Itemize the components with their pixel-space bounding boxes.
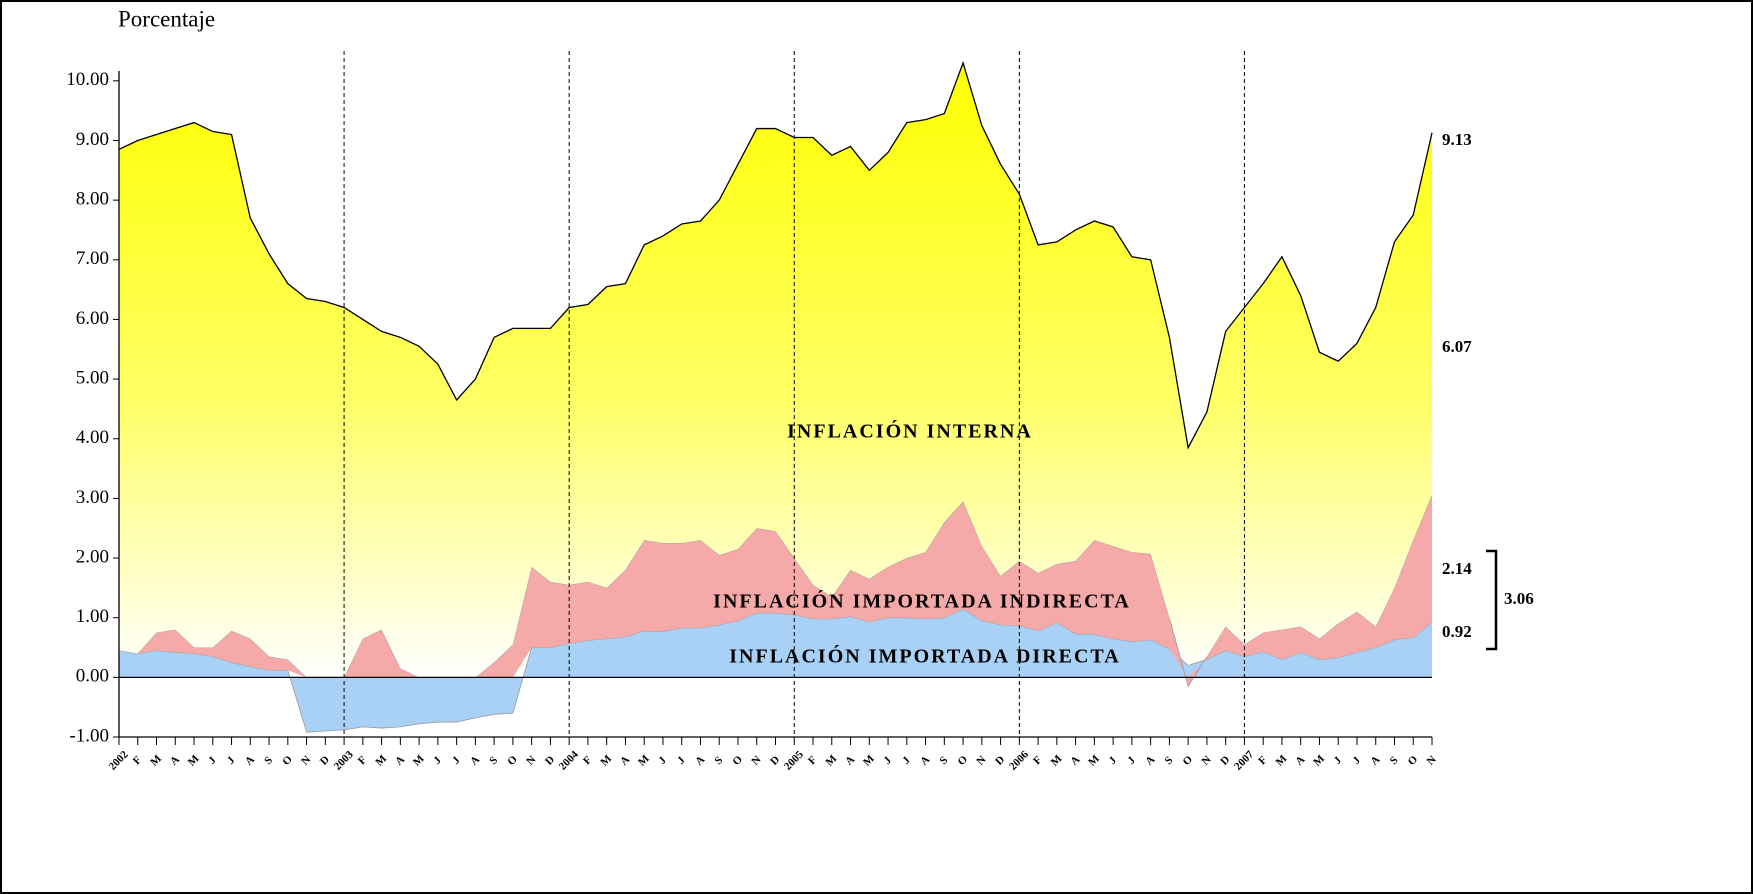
x-tick-label: F (1256, 754, 1269, 767)
x-tick-label: M (411, 752, 427, 768)
x-tick-label: D (993, 754, 1007, 768)
x-tick-label: M (1274, 752, 1290, 768)
x-tick-label: J (1107, 754, 1120, 767)
x-tick-label: S (938, 754, 951, 767)
x-tick-label: A (1068, 754, 1082, 768)
x-tick-label: J (882, 754, 895, 767)
x-tick-label: M (636, 752, 652, 768)
y-tick-label: 9.00 (76, 129, 109, 150)
y-tick-label: 8.00 (76, 188, 109, 209)
x-tick-label: M (148, 752, 164, 768)
x-tick-label: S (1388, 754, 1401, 767)
x-tick-label: F (356, 754, 369, 767)
x-tick-label: J (206, 754, 219, 767)
x-tick-label: M (1086, 752, 1102, 768)
x-tick-label: O (1406, 753, 1421, 768)
x-tick-label: A (393, 754, 407, 768)
x-tick-label: N (299, 754, 313, 768)
x-tick-label: J (1350, 754, 1363, 767)
y-tick-label: 10.00 (66, 69, 109, 90)
area-fill (119, 494, 1432, 687)
area-label: INFLACIÓN IMPORTADA DIRECTA (729, 644, 1120, 668)
x-tick-label: A (1143, 754, 1157, 768)
x-tick-label: N (749, 754, 763, 768)
x-tick-label: 2005 (782, 748, 806, 772)
x-tick-label: 2004 (557, 748, 581, 772)
chart-title: Porcentaje (118, 6, 215, 31)
x-tick-label: 2002 (107, 748, 131, 772)
x-tick-label: J (450, 754, 463, 767)
x-tick-label: D (1218, 754, 1232, 768)
y-tick-label: 4.00 (76, 427, 109, 448)
x-tick-label: F (131, 754, 144, 767)
x-tick-label: A (843, 754, 857, 768)
x-tick-label: O (1181, 753, 1196, 768)
x-tick-label: M (824, 752, 840, 768)
y-tick-label: 5.00 (76, 367, 109, 388)
x-tick-label: J (225, 754, 238, 767)
x-tick-label: D (318, 754, 332, 768)
annotation: 2.14 (1442, 559, 1472, 578)
x-tick-label: S (262, 754, 275, 767)
x-tick-label: M (861, 752, 877, 768)
x-tick-label: N (1425, 754, 1439, 768)
x-tick-label: J (1125, 754, 1138, 767)
x-tick-label: N (524, 754, 538, 768)
x-tick-label: F (581, 754, 594, 767)
x-tick-label: J (675, 754, 688, 767)
x-tick-label: A (468, 754, 482, 768)
x-tick-label: N (974, 754, 988, 768)
y-tick-label: 0.00 (76, 666, 109, 687)
area-top (118, 60, 1433, 450)
annotation: 6.07 (1442, 337, 1472, 356)
y-tick-label: 2.00 (76, 546, 109, 567)
annotation: 3.06 (1504, 589, 1534, 608)
x-tick-label: O (280, 753, 295, 768)
x-tick-label: A (243, 754, 257, 768)
x-tick-label: S (1163, 754, 1176, 767)
x-tick-label: A (618, 754, 632, 768)
area-label: INFLACIÓN IMPORTADA INDIRECTA (713, 589, 1131, 613)
x-tick-label: J (900, 754, 913, 767)
area-label: INFLACIÓN INTERNA (787, 419, 1033, 443)
area-fill (119, 62, 1432, 678)
x-tick-label: M (373, 752, 389, 768)
x-tick-label: O (505, 753, 520, 768)
x-tick-label: J (1332, 754, 1345, 767)
x-tick-label: S (487, 754, 500, 767)
x-tick-label: F (1031, 754, 1044, 767)
y-tick-label: 1.00 (76, 606, 109, 627)
annotation: 0.92 (1442, 622, 1472, 641)
x-tick-label: J (431, 754, 444, 767)
y-tick-label: 6.00 (76, 308, 109, 329)
x-tick-label: M (1049, 752, 1065, 768)
x-tick-label: 2003 (332, 748, 356, 772)
x-tick-label: A (1293, 754, 1307, 768)
y-tick-label: 7.00 (76, 248, 109, 269)
x-tick-label: 2006 (1007, 748, 1031, 772)
x-tick-label: D (543, 754, 557, 768)
y-tick-label: -1.00 (69, 725, 109, 746)
x-tick-label: O (730, 753, 745, 768)
area-fill (119, 608, 1432, 733)
x-tick-label: 2007 (1232, 748, 1256, 772)
x-tick-label: A (693, 754, 707, 768)
x-tick-label: J (656, 754, 669, 767)
x-tick-label: S (712, 754, 725, 767)
x-tick-label: M (1311, 752, 1327, 768)
x-tick-label: A (168, 754, 182, 768)
x-tick-label: F (806, 754, 819, 767)
x-tick-label: A (1368, 754, 1382, 768)
x-tick-label: M (598, 752, 614, 768)
x-tick-label: M (186, 752, 202, 768)
x-tick-label: N (1200, 754, 1214, 768)
y-tick-label: 3.00 (76, 487, 109, 508)
x-tick-label: D (768, 754, 782, 768)
bracket (1486, 549, 1498, 651)
annotation: 9.13 (1442, 130, 1472, 149)
x-tick-label: A (918, 754, 932, 768)
x-tick-label: O (955, 753, 970, 768)
